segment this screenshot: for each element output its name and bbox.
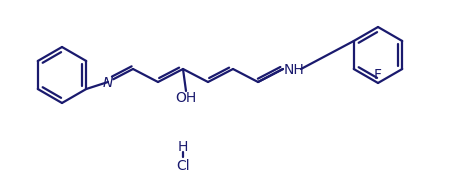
Text: H: H [178,140,188,154]
Text: OH: OH [175,91,196,105]
Text: F: F [373,68,381,82]
Text: NH: NH [283,63,304,77]
Text: Cl: Cl [176,159,190,173]
Text: N: N [103,76,113,90]
